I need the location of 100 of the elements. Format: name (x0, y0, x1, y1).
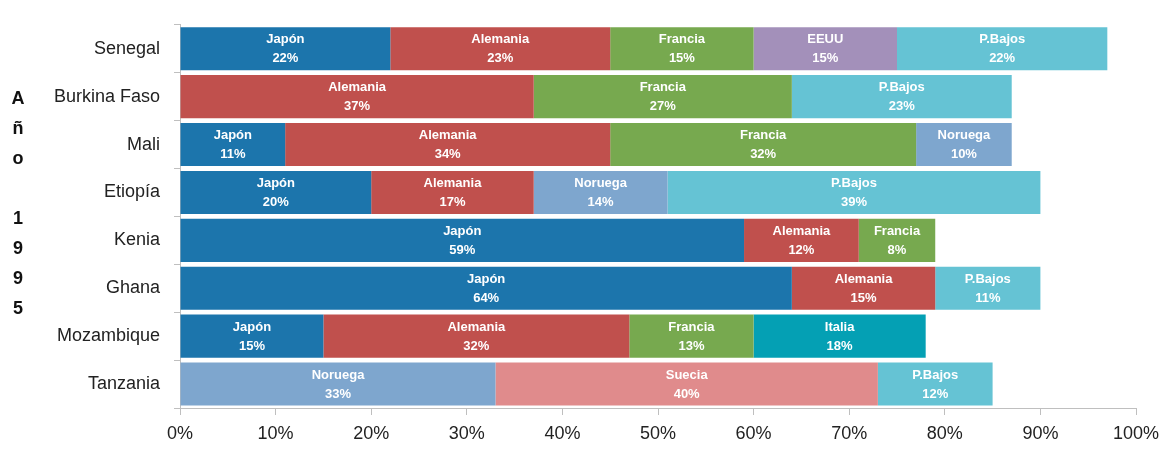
x-tick-label: 80% (926, 422, 963, 443)
data-label: 23% (487, 50, 514, 66)
text: P.Bajos (964, 270, 1011, 286)
bar (390, 27, 611, 71)
y-tick-label: Mozambique (56, 325, 160, 346)
data-label: 33% (324, 385, 352, 401)
bar (744, 218, 859, 262)
x-tick-label: 20% (353, 422, 390, 443)
data-label: 13% (678, 337, 705, 353)
bar (285, 123, 611, 167)
data-label: 37% (344, 98, 371, 114)
bar (533, 170, 668, 215)
data-label: 23% (888, 98, 916, 114)
data-label: 39% (840, 194, 868, 210)
bar (753, 27, 897, 71)
x-tick-label: 30% (448, 422, 485, 443)
bar (371, 170, 534, 215)
text: Alemania (447, 318, 506, 334)
x-tick-label: 100% (1112, 422, 1160, 443)
bar (610, 123, 917, 167)
text: Francia (639, 79, 686, 95)
data-label: 22% (989, 50, 1016, 66)
text: Alemania (772, 222, 831, 238)
bar (180, 266, 792, 310)
data-label: 32% (750, 146, 777, 162)
bar (791, 75, 1012, 119)
text: Japón (443, 222, 482, 238)
data-label: 40% (673, 385, 701, 401)
bar (629, 314, 754, 358)
bar (610, 27, 754, 71)
data-label: 15% (850, 289, 877, 305)
text: Francia (658, 31, 706, 47)
bar (180, 314, 324, 358)
data-label: 14% (587, 194, 615, 210)
series-label: Italia (824, 318, 856, 334)
data-label: 18% (826, 337, 854, 353)
series-label: Japón (213, 127, 253, 143)
bar (791, 266, 936, 310)
text: Alemania (328, 79, 387, 95)
y-tick-label: Burkina Faso (53, 85, 160, 106)
data-label: 59% (449, 241, 476, 257)
bar (935, 266, 1041, 310)
data-label: 34% (434, 146, 462, 162)
bar (753, 314, 926, 358)
series-label: EEUU (807, 31, 844, 47)
data-label: 27% (649, 98, 677, 114)
text: Noruega (574, 175, 628, 191)
text: Japón (232, 318, 272, 334)
series-label: Alemania (418, 127, 478, 143)
bar (667, 170, 1041, 215)
x-tick-label: 10% (257, 422, 294, 443)
bar (323, 314, 630, 358)
x-tick-label: 0% (166, 422, 194, 443)
series-label: Suecia (665, 366, 709, 382)
text: Japón (467, 270, 506, 286)
bar (897, 27, 1108, 71)
bar (877, 362, 993, 406)
bar (533, 75, 792, 119)
text: Alemania (834, 270, 893, 286)
data-label: 17% (439, 194, 466, 210)
data-label: 22% (272, 50, 299, 66)
x-tick-label: 40% (544, 422, 581, 443)
data-label: 15% (812, 50, 839, 66)
data-label: 12% (922, 385, 949, 401)
bar (180, 123, 286, 167)
series-label: Noruega (937, 127, 992, 143)
x-tick-label: 50% (639, 422, 677, 443)
data-label: 64% (473, 289, 500, 305)
x-tick-label: 70% (831, 422, 868, 443)
y-tick-label: Etiopía (103, 181, 161, 202)
bar (180, 75, 534, 119)
y-tick-label: Ghana (105, 277, 161, 298)
series-label: Francia (740, 127, 788, 143)
text: P.Bajos (878, 79, 925, 95)
series-label: P.Bajos (830, 175, 877, 191)
data-label: 8% (887, 241, 907, 257)
data-label: 15% (668, 50, 696, 66)
data-label: 11% (975, 289, 1001, 305)
bar (180, 27, 391, 71)
data-label: 20% (262, 194, 290, 210)
data-label: 12% (788, 241, 815, 257)
data-label: 15% (238, 337, 266, 353)
text: Francia (668, 318, 715, 334)
data-label: 10% (950, 146, 978, 162)
text: Alemania (423, 175, 482, 191)
text: P.Bajos (912, 366, 959, 382)
text: Noruega (311, 366, 365, 382)
x-tick-label: 90% (1022, 422, 1059, 443)
bar (495, 362, 878, 406)
y-tick-label: Kenia (113, 229, 161, 250)
text: Japón (256, 175, 295, 191)
y-tick-label: Tanzania (87, 373, 161, 394)
bar (180, 362, 496, 406)
text: Japón (266, 31, 305, 47)
text: P.Bajos (979, 31, 1026, 47)
data-label: 11% (220, 146, 246, 162)
y-axis-title: Año 1995 (8, 88, 28, 328)
bar (180, 170, 372, 215)
y-tick-label: Mali (126, 133, 160, 154)
y-tick-label: Senegal (93, 37, 160, 58)
